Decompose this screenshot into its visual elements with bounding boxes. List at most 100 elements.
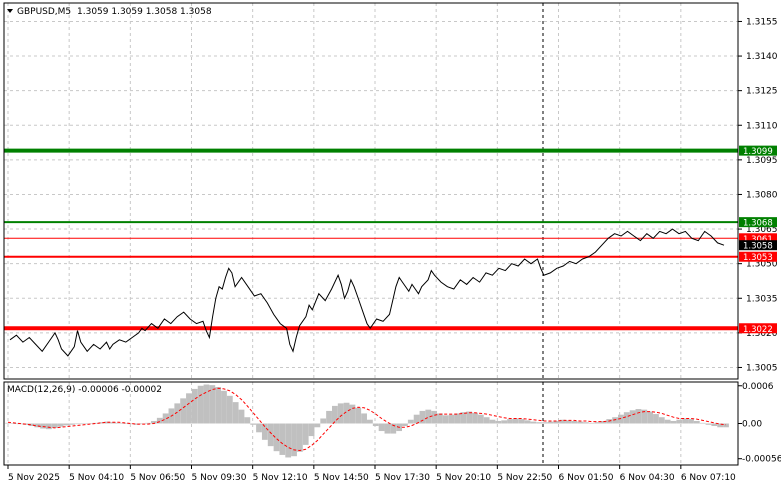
macd-tick-label: -0.00056	[742, 455, 781, 465]
price-tick-label: 1.3140	[746, 52, 778, 62]
current-price-text: 1.3058	[743, 242, 773, 252]
price-series	[9, 228, 725, 357]
macd-bar	[425, 409, 432, 424]
macd-bar	[63, 423, 70, 426]
macd-bar	[384, 423, 391, 434]
macd-bar	[688, 419, 694, 424]
macd-tick-label: 0.0006	[742, 382, 774, 392]
chart-frames	[3, 2, 739, 466]
macd-bar	[448, 414, 455, 424]
price-tick-label: 1.3155	[746, 17, 778, 27]
price-tick-label: 1.3035	[746, 294, 778, 304]
macd-bar	[34, 423, 41, 428]
level-1-3068-tag-text: 1.3068	[743, 219, 773, 229]
macd-bar	[483, 417, 490, 424]
macd-bar	[250, 423, 257, 425]
macd-bar	[296, 423, 303, 452]
macd-bar	[682, 418, 689, 424]
macd-bar	[80, 423, 87, 425]
macd-bar	[285, 423, 292, 458]
macd-bar	[454, 413, 461, 424]
price-tick-label: 1.3065	[746, 225, 778, 235]
macd-bar	[226, 395, 233, 424]
macd-label: MACD(12,26,9) -0.00006 -0.00002	[7, 385, 162, 395]
dropdown-triangle-icon[interactable]	[7, 9, 13, 13]
macd-panel	[5, 384, 729, 458]
level-1-3099-tag-text: 1.3099	[743, 147, 773, 157]
symbol-label: GBPUSD,M5	[17, 7, 71, 17]
macd-bar	[209, 385, 216, 424]
macd-bar	[186, 393, 192, 424]
price-tick-label: 1.3050	[746, 260, 778, 270]
price-tick-label: 1.3125	[746, 87, 778, 97]
price-levels	[4, 148, 738, 331]
macd-bar	[693, 420, 700, 424]
chart-header: GBPUSD,M5 1.3059 1.3059 1.3058 1.3058	[7, 7, 212, 17]
main-chart-grid	[4, 3, 738, 379]
main-chart-frame	[3, 2, 739, 380]
macd-bar	[326, 410, 332, 424]
macd-bar	[723, 423, 729, 428]
macd-bar	[419, 410, 426, 424]
macd-bar	[355, 407, 362, 424]
macd-bar	[472, 412, 478, 424]
macd-bar	[162, 413, 169, 424]
price-line	[9, 228, 725, 357]
macd-bar	[676, 419, 683, 424]
macd-bar	[291, 423, 297, 457]
time-tick-label: 5 Nov 20:10	[436, 473, 491, 483]
macd-bar	[69, 423, 76, 425]
time-tick-label: 6 Nov 07:10	[681, 473, 736, 483]
macd-bar	[477, 414, 484, 424]
macd-bar	[256, 423, 262, 433]
macd-bar	[489, 419, 496, 424]
macd-bar	[331, 405, 338, 424]
level-1-3022-tag	[739, 323, 777, 334]
time-tick-label: 5 Nov 06:50	[130, 473, 185, 483]
macd-bar	[664, 419, 671, 424]
level-1-3061-tag	[739, 233, 777, 244]
macd-bar	[174, 403, 181, 424]
time-tick-label: 5 Nov 22:50	[497, 473, 552, 483]
macd-bar	[402, 423, 408, 427]
macd-bar	[501, 420, 508, 424]
macd-bar	[244, 417, 251, 424]
time-tick-label: 5 Nov 04:10	[69, 473, 124, 483]
macd-tick-label: 0.00	[742, 420, 762, 430]
level-1-3068-tag	[739, 217, 777, 228]
macd-bar	[600, 420, 607, 424]
price-axis: 1.31551.31401.31251.31101.30951.30801.30…	[738, 17, 778, 373]
macd-bar	[238, 409, 245, 424]
macd-bar	[413, 414, 420, 424]
time-tick-label: 5 Nov 2025	[8, 473, 60, 483]
macd-bar	[156, 417, 163, 424]
macd-bar	[337, 403, 344, 424]
macd-bar	[180, 398, 187, 424]
macd-bar	[547, 421, 554, 424]
macd-bar	[367, 419, 373, 424]
macd-bar	[343, 402, 350, 424]
macd-bar	[647, 411, 654, 424]
macd-bar	[57, 423, 64, 427]
macd-bar	[565, 420, 572, 424]
ohlc-values: 1.3059 1.3059 1.3058 1.3058	[77, 7, 212, 17]
macd-bar	[390, 423, 397, 434]
price-tick-label: 1.3095	[746, 156, 778, 166]
time-tick-label: 5 Nov 09:30	[192, 473, 247, 483]
macd-bar	[116, 422, 122, 424]
macd-bar	[635, 409, 642, 424]
macd-bar	[191, 388, 198, 424]
macd-bar	[314, 423, 321, 428]
macd-bar	[588, 422, 595, 424]
macd-bar	[512, 418, 519, 424]
macd-bar	[75, 423, 81, 425]
macd-bar	[612, 417, 618, 424]
macd-bar	[629, 410, 636, 424]
macd-bar	[658, 417, 665, 424]
macd-bar	[279, 423, 286, 455]
price-tick-label: 1.3005	[746, 363, 778, 373]
time-axis: 5 Nov 2025 5 Nov 04:10 5 Nov 06:50 5 Nov 09…	[7, 465, 736, 483]
macd-bar	[583, 422, 589, 424]
macd-bar	[705, 423, 712, 425]
